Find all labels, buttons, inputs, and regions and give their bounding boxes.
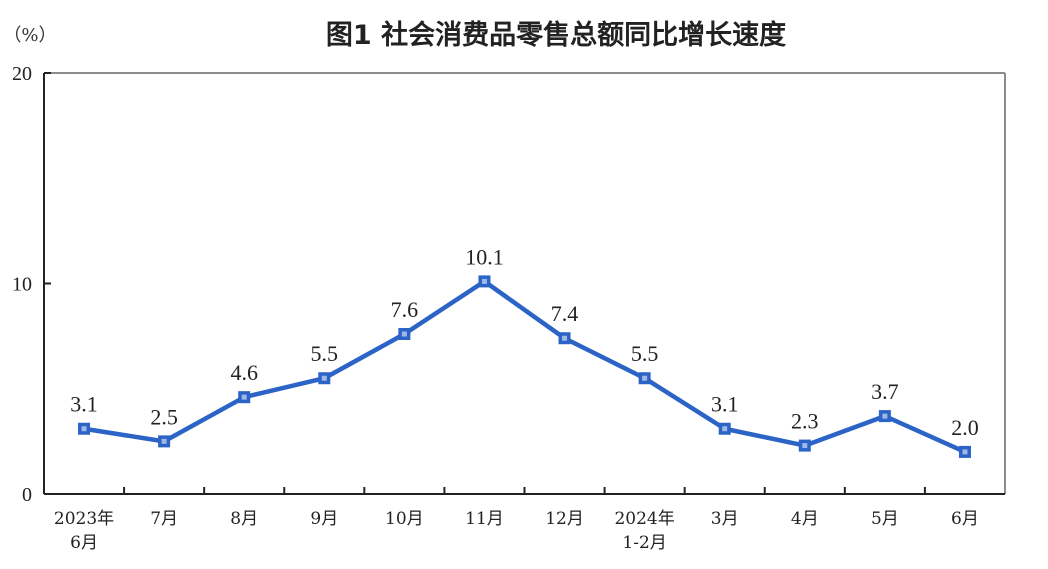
- data-point-marker-inner: [642, 375, 648, 381]
- data-label: 4.6: [230, 360, 258, 385]
- chart-title: 图1 社会消费品零售总额同比增长速度: [326, 19, 786, 51]
- data-label: 2.3: [791, 409, 819, 434]
- data-point-marker-inner: [802, 443, 808, 449]
- x-tick-label: 4月: [791, 509, 819, 529]
- data-label: 5.5: [631, 341, 659, 366]
- x-tick-label: 10月: [385, 509, 424, 529]
- data-point-marker-inner: [962, 449, 968, 455]
- data-point-marker-inner: [161, 438, 167, 444]
- x-tick-label: 3月: [711, 509, 739, 529]
- y-axis-unit-label: （%）: [3, 25, 56, 46]
- x-tick-label: 12月: [545, 509, 584, 529]
- data-point-marker-inner: [481, 278, 487, 284]
- series-line: [83, 279, 966, 454]
- data-label: 2.5: [150, 404, 178, 429]
- data-label-group: 3.1 2.5 4.6 5.5 7.6 10.1 7.4 5.5 3.1 2.3 3.7 2.0: [70, 244, 978, 440]
- x-tick-label: 9月: [310, 509, 338, 529]
- data-point-marker-inner: [321, 375, 327, 381]
- data-point-marker-inner: [882, 413, 888, 419]
- data-label: 3.1: [711, 392, 739, 417]
- y-tick-label: 0: [22, 484, 32, 506]
- data-label: 3.7: [871, 379, 899, 404]
- data-point-marker-inner: [241, 394, 247, 400]
- x-tick-label: 2023年 6月: [54, 509, 114, 553]
- data-point-marker-inner: [81, 426, 87, 432]
- x-tick-label: 8月: [230, 509, 258, 529]
- x-tick-label: 6月: [951, 509, 979, 529]
- series-line-group: [78, 275, 971, 458]
- data-point-marker-inner: [562, 335, 568, 341]
- y-tick-label: 20: [12, 63, 32, 85]
- x-tick-label: 11月: [465, 509, 504, 529]
- data-label: 7.6: [391, 297, 419, 322]
- data-point-marker-inner: [401, 331, 407, 337]
- data-label: 10.1: [465, 244, 504, 269]
- x-tick-label: 5月: [871, 509, 899, 529]
- axes: 0 10 20 2023年 6月 7月 8月 9月 10月 11月 12月 2024年 1-2月 3月 4月…: [12, 63, 1006, 553]
- data-label: 2.0: [951, 415, 979, 440]
- data-point-marker-inner: [722, 426, 728, 432]
- x-tick-label: 2024年 1-2月: [614, 509, 674, 553]
- y-tick-label: 10: [12, 274, 32, 296]
- data-label: 7.4: [551, 301, 579, 326]
- data-label: 5.5: [311, 341, 339, 366]
- data-label: 3.1: [70, 392, 98, 417]
- x-tick-label: 7月: [150, 509, 178, 529]
